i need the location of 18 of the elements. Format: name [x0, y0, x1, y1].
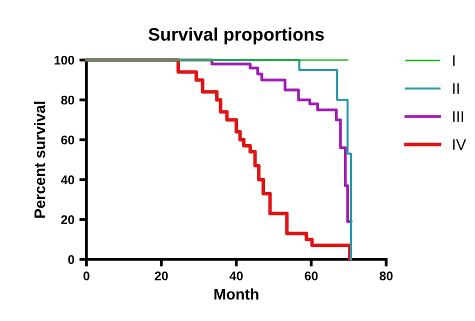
x-axis-title: Month [214, 288, 258, 300]
y-tick-label: 60 [61, 136, 74, 144]
legend-label: I [453, 55, 455, 66]
y-tick-label: 0 [68, 255, 74, 264]
x-tick-label: 60 [304, 272, 318, 280]
x-tick-label: 20 [154, 272, 168, 280]
chart-title: Survival proportions [148, 28, 324, 44]
legend-label: IV [453, 139, 466, 150]
y-tick-label: 100 [54, 56, 74, 65]
x-tick-label: 40 [230, 272, 243, 280]
y-tick-label: 80 [61, 96, 74, 105]
legend-label: II [453, 83, 459, 94]
legend-label: III [453, 111, 464, 122]
x-tick-label: 80 [380, 272, 393, 280]
y-tick-label: 40 [60, 175, 74, 184]
y-axis-title: Percent survival [34, 102, 46, 218]
x-tick-label: 0 [83, 272, 90, 280]
y-tick-label: 20 [61, 215, 74, 224]
